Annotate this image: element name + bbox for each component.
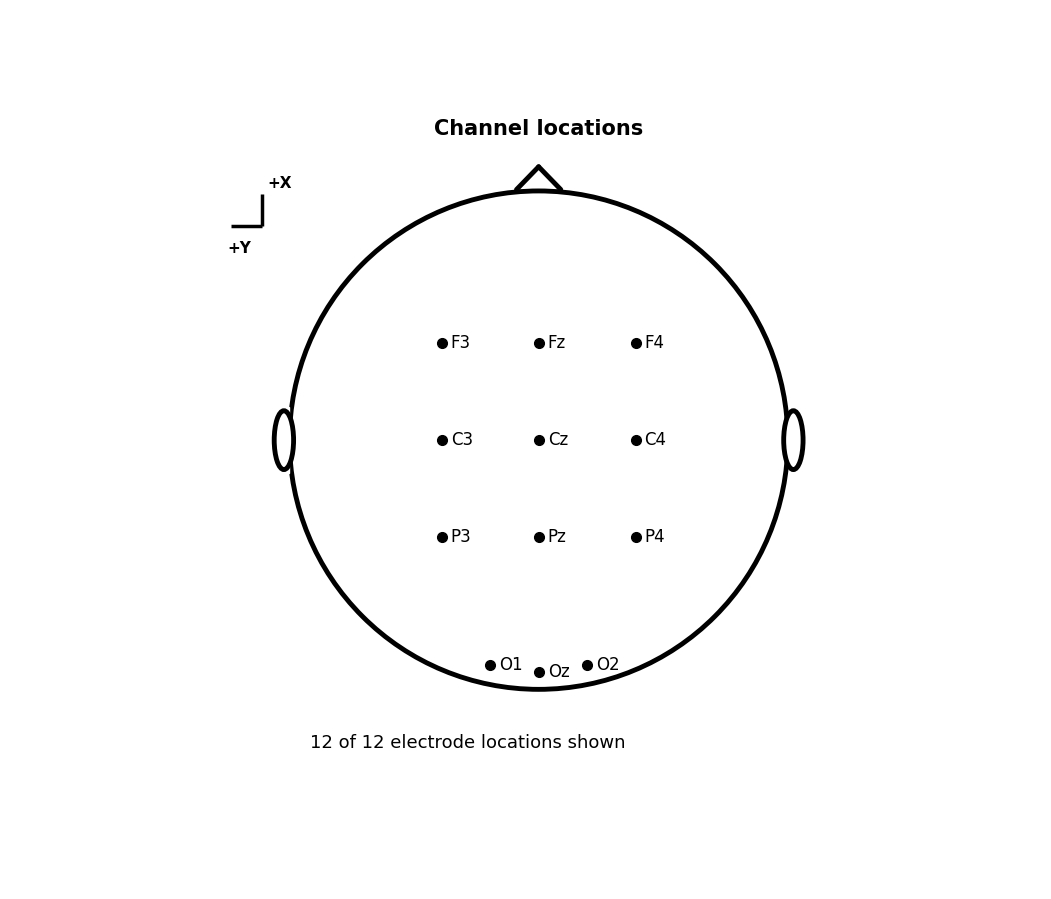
Text: C4: C4 (644, 432, 666, 450)
Text: 12 of 12 electrode locations shown: 12 of 12 electrode locations shown (310, 734, 625, 752)
Text: Cz: Cz (548, 432, 568, 450)
Bar (281, 407, 289, 473)
Text: Pz: Pz (548, 528, 566, 546)
Ellipse shape (274, 411, 293, 469)
Circle shape (289, 191, 788, 690)
Text: +Y: +Y (227, 241, 251, 256)
Text: Oz: Oz (548, 663, 570, 681)
Text: O1: O1 (499, 656, 522, 674)
Text: F4: F4 (644, 334, 664, 352)
Text: Fz: Fz (548, 334, 565, 352)
Ellipse shape (784, 411, 803, 469)
Text: P3: P3 (451, 528, 472, 546)
Text: F3: F3 (451, 334, 471, 352)
Bar (788, 407, 797, 473)
Text: C3: C3 (451, 432, 473, 450)
Text: Channel locations: Channel locations (434, 119, 643, 139)
Text: O2: O2 (596, 656, 620, 674)
Text: +X: +X (267, 176, 292, 191)
Text: P4: P4 (644, 528, 665, 546)
